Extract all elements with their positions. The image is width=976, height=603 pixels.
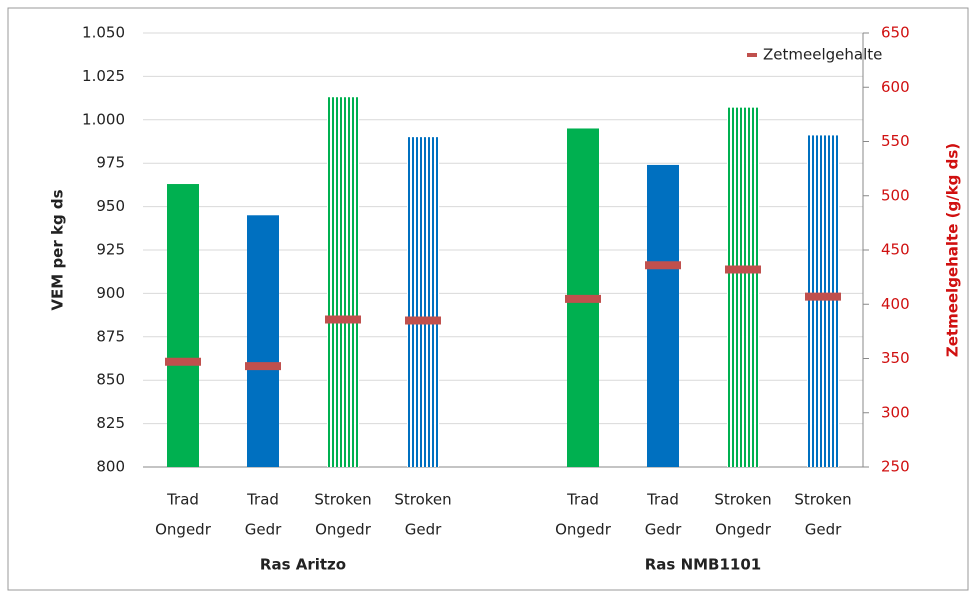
y2-tick-label: 400	[881, 295, 910, 313]
x-tick-label: Ongedr	[715, 521, 772, 539]
y-tick-label: 850	[96, 371, 125, 389]
y-tick-label: 825	[96, 414, 125, 432]
y-tick-label: 925	[96, 241, 125, 259]
bar	[807, 135, 839, 467]
y2-tick-label: 250	[881, 458, 910, 476]
legend-label: Zetmeelgehalte	[763, 46, 882, 64]
y-tick-label: 1.025	[82, 67, 125, 85]
y-tick-label: 975	[96, 154, 125, 172]
y-tick-label: 900	[96, 284, 125, 302]
y2-tick-label: 550	[881, 132, 910, 150]
x-tick-label: Trad	[566, 491, 599, 509]
y-tick-label: 1.050	[82, 24, 125, 42]
x-tick-label: Ongedr	[155, 521, 212, 539]
y2-tick-label: 300	[881, 403, 910, 421]
y2-tick-label: 350	[881, 349, 910, 367]
y2-axis-label: Zetmeelgehalte (g/kg ds)	[944, 143, 962, 357]
x-tick-label: Ongedr	[315, 521, 372, 539]
group-label: Ras Aritzo	[260, 556, 346, 574]
bar	[167, 184, 199, 468]
y2-tick-label: 650	[881, 24, 910, 42]
group-label: Ras NMB1101	[645, 556, 761, 574]
x-tick-label: Trad	[646, 491, 679, 509]
legend-box	[743, 41, 858, 69]
x-tick-label: Ongedr	[555, 521, 612, 539]
y2-tick-label: 600	[881, 78, 910, 96]
bar	[727, 107, 759, 467]
bar	[407, 137, 439, 467]
x-tick-label: Trad	[166, 491, 199, 509]
y2-tick-label: 450	[881, 241, 910, 259]
x-tick-label: Stroken	[394, 491, 451, 509]
y-tick-label: 1.000	[82, 110, 125, 128]
y-tick-label: 950	[96, 197, 125, 215]
x-tick-label: Gedr	[245, 521, 282, 539]
x-tick-label: Gedr	[805, 521, 842, 539]
x-tick-label: Stroken	[794, 491, 851, 509]
bar	[647, 164, 679, 467]
y-axis-label: VEM per kg ds	[49, 189, 67, 310]
y-tick-label: 800	[96, 458, 125, 476]
y-tick-label: 875	[96, 327, 125, 345]
x-tick-label: Stroken	[714, 491, 771, 509]
x-tick-label: Stroken	[314, 491, 371, 509]
x-tick-label: Gedr	[405, 521, 442, 539]
bar	[247, 215, 279, 467]
x-tick-label: Trad	[246, 491, 279, 509]
x-tick-label: Gedr	[645, 521, 682, 539]
y2-tick-label: 500	[881, 186, 910, 204]
bar	[327, 97, 359, 468]
